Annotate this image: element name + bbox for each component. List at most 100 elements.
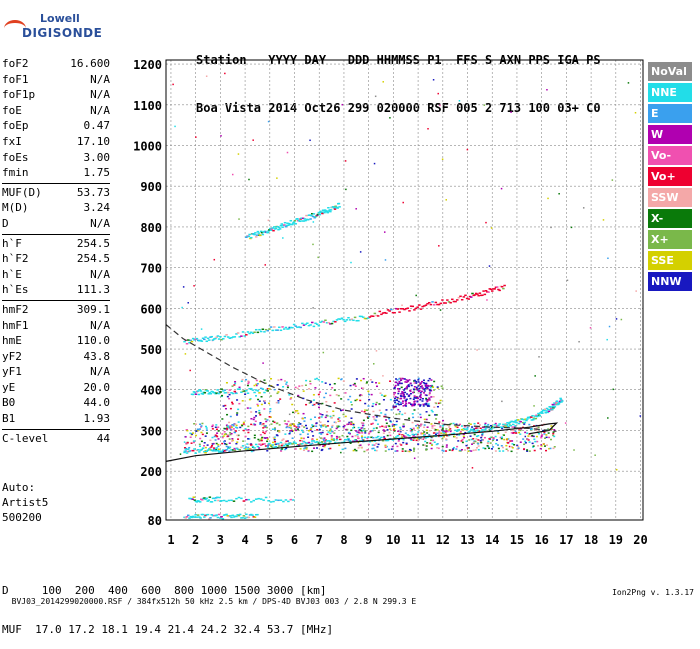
echo-point	[308, 429, 311, 432]
echo-point	[484, 427, 488, 429]
echo-point	[415, 397, 418, 399]
echo-point	[393, 387, 396, 389]
echo-point	[540, 435, 543, 437]
echo-point	[252, 418, 255, 421]
echo-point	[547, 410, 551, 413]
echo-point	[236, 427, 239, 429]
echo-point	[196, 514, 200, 516]
echo-point	[294, 428, 297, 430]
echo-point	[547, 432, 550, 434]
echo-point	[483, 293, 487, 296]
echo-point	[480, 439, 483, 441]
echo-point	[422, 444, 425, 446]
echo-point	[253, 434, 256, 437]
echo-point	[185, 452, 189, 454]
echo-point	[241, 378, 244, 381]
echo-point	[216, 516, 220, 519]
echo-point	[302, 437, 305, 440]
echo-point	[378, 409, 381, 412]
echo-point	[199, 517, 202, 519]
echo-point	[495, 425, 499, 428]
echo-point	[322, 210, 326, 212]
echo-point	[447, 434, 451, 437]
echo-point	[201, 447, 205, 449]
echo-point	[214, 450, 217, 452]
echo-point	[288, 326, 291, 329]
echo-point	[187, 302, 189, 304]
echo-point	[295, 426, 298, 428]
param-name: yF2	[2, 349, 22, 363]
echo-point	[468, 449, 471, 452]
echo-point	[217, 438, 220, 440]
echo-point	[462, 435, 465, 438]
echo-point	[413, 382, 416, 384]
echo-point	[263, 443, 266, 445]
echo-point	[269, 444, 273, 446]
echo-point	[226, 447, 230, 450]
echo-point	[487, 423, 490, 426]
echo-point	[505, 444, 508, 447]
echo-point	[263, 402, 266, 404]
echo-point	[272, 420, 275, 423]
logo-line1: Lowell	[40, 12, 80, 25]
echo-point	[174, 125, 176, 128]
echo-point	[356, 431, 359, 433]
echo-point	[531, 442, 534, 445]
echo-point	[432, 396, 435, 398]
echo-point	[436, 303, 439, 306]
echo-point	[412, 439, 415, 441]
echo-point	[417, 403, 420, 406]
echo-point	[317, 378, 320, 381]
echo-point	[427, 399, 430, 401]
echo-point	[228, 438, 231, 440]
echo-point	[535, 429, 538, 432]
echo-point	[258, 392, 261, 394]
echo-point	[193, 285, 195, 287]
echo-point	[298, 220, 302, 223]
echo-point	[288, 223, 292, 226]
echo-point	[435, 402, 438, 405]
echo-point	[401, 392, 404, 394]
echo-point	[391, 425, 394, 427]
echo-point	[289, 423, 292, 425]
echo-point	[426, 426, 429, 428]
echo-point	[217, 430, 220, 432]
echo-point	[429, 386, 432, 389]
echo-point	[427, 384, 430, 387]
echo-point	[224, 389, 227, 391]
echo-point	[323, 437, 326, 439]
echo-point	[417, 431, 420, 433]
echo-point	[216, 435, 219, 438]
plot-frame	[165, 59, 644, 521]
echo-point	[556, 403, 560, 406]
echo-point	[229, 431, 232, 434]
echo-point	[245, 378, 248, 381]
echo-point	[342, 318, 345, 321]
echo-point	[409, 397, 412, 400]
echo-point	[305, 403, 308, 406]
echo-point	[303, 416, 306, 419]
echo-point	[278, 431, 281, 434]
echo-point	[474, 440, 477, 443]
echo-point	[196, 390, 200, 392]
echo-point	[315, 447, 318, 449]
echo-point	[459, 423, 462, 426]
echo-point	[527, 435, 530, 437]
echo-point	[437, 433, 441, 435]
echo-point	[256, 403, 259, 406]
x-tick-label: 14	[485, 533, 499, 547]
echo-point	[394, 381, 397, 383]
echo-point	[439, 426, 442, 428]
echo-point	[299, 443, 302, 445]
echo-point	[206, 444, 209, 446]
echo-point	[396, 450, 399, 452]
echo-point	[393, 430, 396, 432]
echo-point	[425, 411, 428, 413]
echo-point	[235, 497, 238, 500]
echo-point	[205, 429, 208, 431]
echo-point	[267, 500, 270, 502]
echo-point	[423, 444, 426, 447]
echo-point	[545, 434, 548, 436]
echo-point	[543, 431, 546, 434]
echo-point	[394, 396, 397, 398]
